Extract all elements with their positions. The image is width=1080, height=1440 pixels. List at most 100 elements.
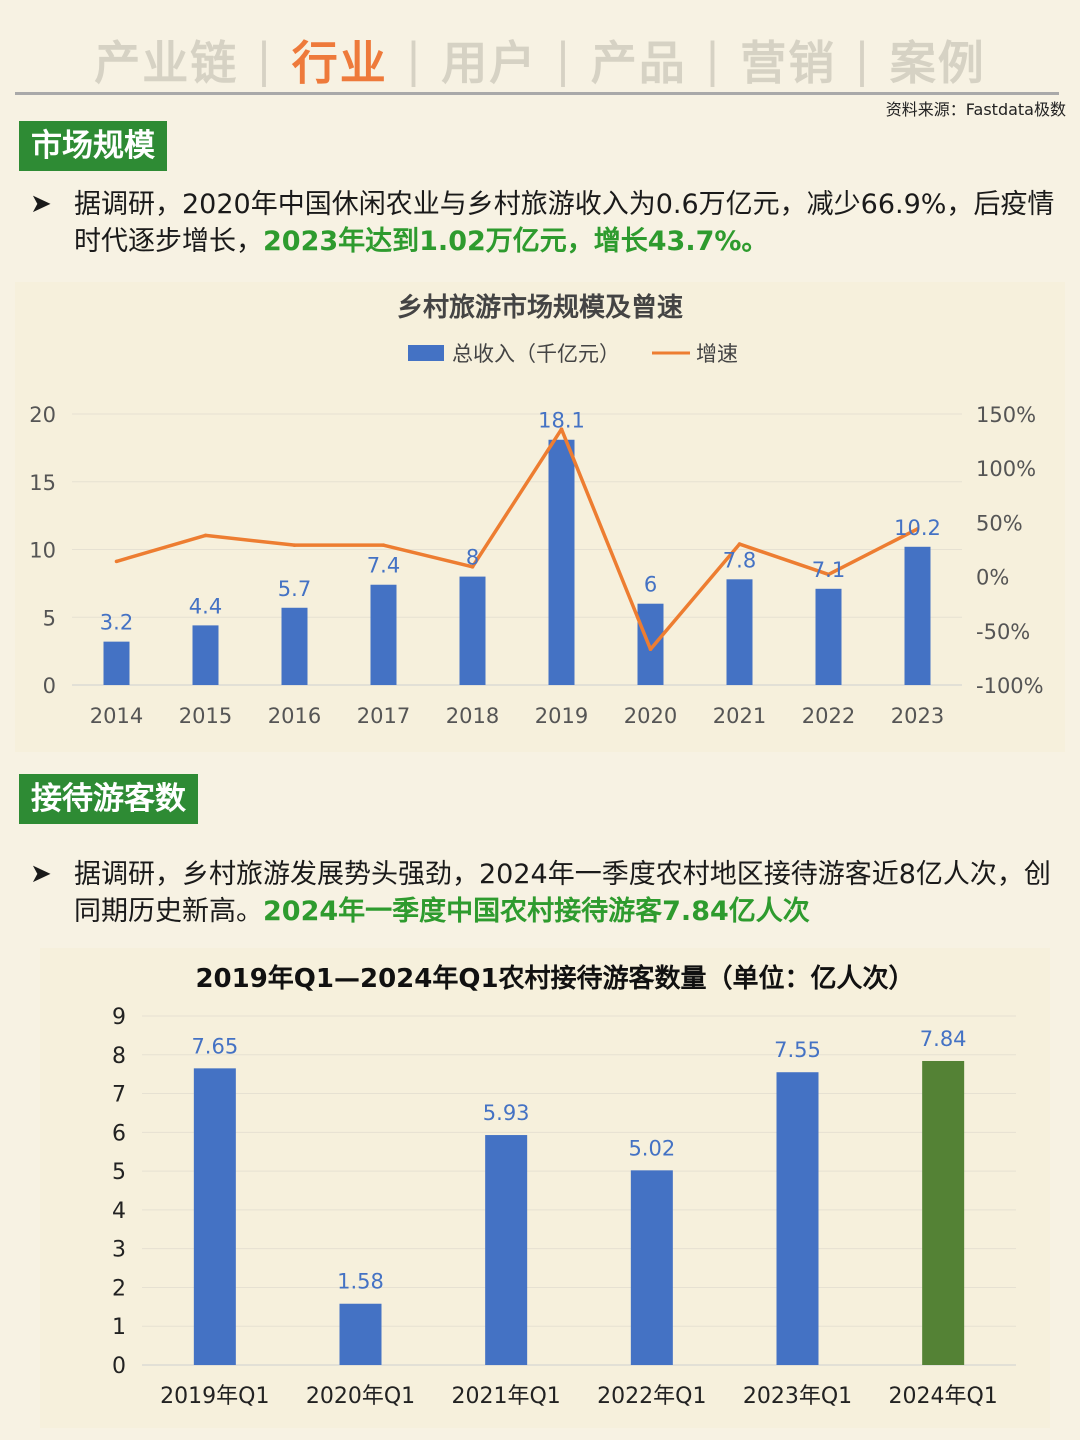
- chart1-bar-label: 10.2: [894, 516, 941, 540]
- chart1-growth-point: [292, 543, 297, 547]
- chart1-growth-point: [826, 572, 831, 577]
- chart1-right-tick: -100%: [976, 674, 1044, 698]
- chart1-right-tick: -50%: [976, 620, 1030, 644]
- chart2-y-tick: 4: [112, 1199, 126, 1224]
- nav-divider: [15, 92, 1059, 95]
- chart1-left-tick: 0: [43, 674, 56, 698]
- chart1-bar-label: 18.1: [538, 409, 585, 433]
- chart1-right-tick: 0%: [976, 566, 1009, 590]
- chart1-bar-label: 5.7: [278, 577, 311, 601]
- legend-line-label: 增速: [696, 342, 738, 366]
- chart1-background: [15, 282, 1065, 752]
- chart2-bar: [922, 1060, 965, 1365]
- chart1-x-tick: 2022: [802, 704, 855, 728]
- chart1-left-tick: 10: [29, 539, 56, 563]
- chart1-x-tick: 2017: [357, 704, 410, 728]
- section1-text: 据调研，2020年中国休闲农业与乡村旅游收入为0.6万亿元，减少66.9%，后疫…: [74, 189, 1055, 257]
- chart1-x-tick: 2021: [713, 704, 766, 728]
- chart1-right-tick: 100%: [976, 457, 1036, 481]
- chart1-bar-label: 8: [466, 546, 479, 570]
- chart1-bar-label: 6: [644, 573, 657, 597]
- chart1-bar: [637, 603, 664, 685]
- nav-separator: |: [555, 33, 573, 87]
- chart2-x-tick: 2024年Q1: [889, 1384, 998, 1409]
- chart2-bar: [339, 1303, 382, 1365]
- chart1-x-tick: 2016: [268, 704, 321, 728]
- top-nav: 产业链 | 行业 | 用户 | 产品 | 营销 | 案例: [0, 28, 1080, 92]
- chart1-growth-point: [915, 527, 920, 531]
- nav-separator: |: [704, 33, 723, 87]
- chart1-title: 乡村旅游市场规模及曾速: [397, 292, 683, 323]
- legend-bar-label: 总收入（千亿元）: [452, 342, 620, 366]
- chart1-x-tick: 2018: [446, 704, 499, 728]
- chart2-x-tick: 2020年Q1: [306, 1384, 415, 1409]
- chart2-y-tick: 3: [112, 1238, 126, 1263]
- chart1-bar: [281, 607, 308, 685]
- chart2-title: 2019年Q1—2024年Q1农村接待游客数量（单位：亿人次）: [195, 963, 914, 994]
- nav-item-chain[interactable]: 产业链: [94, 36, 239, 90]
- chart1-growth-point: [737, 542, 742, 546]
- chart1-growth-point: [203, 533, 208, 538]
- section1-highlight: 2023年达到1.02万亿元，增长43.7%。: [263, 226, 769, 257]
- nav-item-cases[interactable]: 案例: [889, 36, 986, 90]
- chart2-bar-label: 5.93: [483, 1101, 530, 1125]
- chart1-x-tick: 2023: [891, 704, 944, 728]
- chart2-x-tick: 2023年Q1: [743, 1384, 852, 1409]
- chart1-right-tick: 50%: [976, 511, 1023, 535]
- section2-highlight: 2024年一季度中国农村接待游客7.84亿人次: [263, 896, 810, 927]
- section-tag-market-size: 市场规模: [19, 121, 167, 171]
- chart2-y-tick: 8: [112, 1044, 126, 1069]
- chart2-y-tick: 2: [112, 1276, 126, 1301]
- bullet-arrow-icon: ➤: [30, 859, 52, 889]
- chart2-bar: [193, 1068, 236, 1365]
- nav-item-products[interactable]: 产品: [590, 36, 687, 90]
- chart1-bar-label: 3.2: [100, 611, 133, 635]
- chart1-bar-label: 7.4: [367, 554, 400, 578]
- chart2-y-tick: 7: [112, 1083, 126, 1108]
- nav-item-marketing[interactable]: 营销: [740, 36, 837, 90]
- chart1-growth-point: [648, 647, 653, 652]
- chart1-bar-label: 7.8: [723, 548, 756, 572]
- bullet-arrow-icon: ➤: [30, 189, 52, 219]
- chart2-y-tick: 6: [112, 1121, 126, 1146]
- source-note: 资料来源：Fastdata极数: [885, 100, 1066, 119]
- section1-bullet: ➤ 据调研，2020年中国休闲农业与乡村旅游收入为0.6万亿元，减少66.9%，…: [30, 186, 1060, 260]
- nav-separator: |: [405, 33, 424, 87]
- chart2-y-tick: 5: [112, 1160, 126, 1185]
- chart1-bar-label: 7.1: [812, 558, 845, 582]
- chart1-bar: [370, 584, 397, 685]
- chart1-growth-point: [381, 543, 386, 547]
- legend-bar-swatch: [408, 345, 444, 361]
- chart1-bar: [548, 439, 575, 685]
- chart2-bar: [485, 1135, 528, 1365]
- section-tag-visitors: 接待游客数: [19, 774, 198, 824]
- chart1-bar: [103, 641, 130, 685]
- chart2-bar: [630, 1170, 673, 1365]
- chart1-x-tick: 2019: [535, 704, 588, 728]
- chart1-right-tick: 150%: [976, 403, 1036, 427]
- chart1-bar: [192, 625, 219, 685]
- chart1-left-tick: 5: [43, 606, 56, 630]
- chart1-bar: [459, 576, 486, 685]
- chart2-y-tick: 0: [112, 1354, 126, 1379]
- nav-separator: |: [256, 33, 274, 87]
- chart1-bar: [904, 546, 931, 685]
- section2-bullet: ➤ 据调研，乡村旅游发展势头强劲，2024年一季度农村地区接待游客近8亿人次，创…: [30, 856, 1060, 930]
- chart1-x-tick: 2020: [624, 704, 677, 728]
- chart1-growth-point: [559, 427, 564, 431]
- chart1-left-tick: 15: [29, 471, 56, 495]
- nav-item-industry[interactable]: 行业: [291, 36, 388, 90]
- chart1-growth-line: [116, 427, 919, 651]
- chart1-growth-point: [114, 559, 119, 564]
- nav-item-users[interactable]: 用户: [441, 36, 538, 90]
- chart2-x-tick: 2022年Q1: [597, 1384, 706, 1409]
- chart2-bar-label: 7.55: [774, 1038, 821, 1062]
- chart1-x-tick: 2014: [90, 704, 143, 728]
- chart2-x-tick: 2019年Q1: [160, 1384, 269, 1409]
- chart1-bar: [815, 588, 842, 685]
- chart2-y-tick: 9: [112, 1005, 126, 1030]
- chart1-left-tick: 20: [29, 403, 56, 427]
- chart1-growth-point: [470, 565, 475, 569]
